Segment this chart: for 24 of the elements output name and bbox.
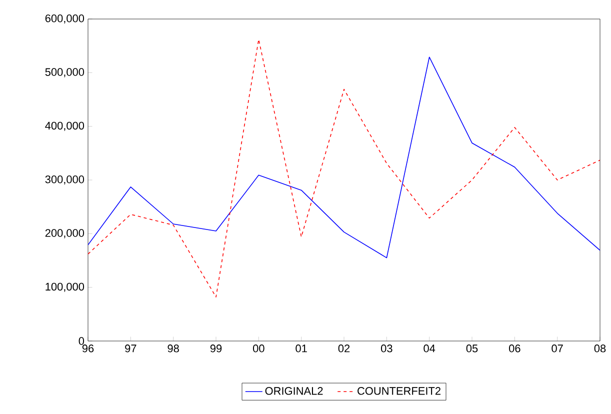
y-tick-label: 600,000 xyxy=(45,14,84,24)
x-tick-label: 05 xyxy=(466,344,478,352)
x-tick-label: 01 xyxy=(296,344,307,352)
x-tick-label: 08 xyxy=(594,344,606,352)
x-tick-label: 03 xyxy=(381,344,392,352)
x-tick-label: 04 xyxy=(424,344,436,352)
y-tick-label: 400,000 xyxy=(45,122,84,131)
y-tick-label: 300,000 xyxy=(45,175,84,185)
x-tick-label: 06 xyxy=(509,344,520,352)
legend-label: ORIGINAL2 xyxy=(265,387,323,395)
x-tick-label: 97 xyxy=(125,344,136,352)
y-tick-label: 100,000 xyxy=(46,282,84,292)
line-series xyxy=(88,56,600,258)
y-tick-label: 0 xyxy=(78,337,84,345)
y-tick-label: 500,000 xyxy=(45,68,84,78)
x-tick-label: 99 xyxy=(210,344,222,352)
x-tick-label: 96 xyxy=(82,344,94,352)
x-tick-label: 07 xyxy=(552,344,563,352)
x-tick-label: 00 xyxy=(252,344,264,352)
x-tick-label: 02 xyxy=(338,344,350,352)
x-tick-label: 98 xyxy=(168,344,179,352)
legend-label: COUNTERFEIT2 xyxy=(358,387,440,395)
line-series xyxy=(88,39,600,298)
y-tick-label: 200,000 xyxy=(45,229,84,238)
